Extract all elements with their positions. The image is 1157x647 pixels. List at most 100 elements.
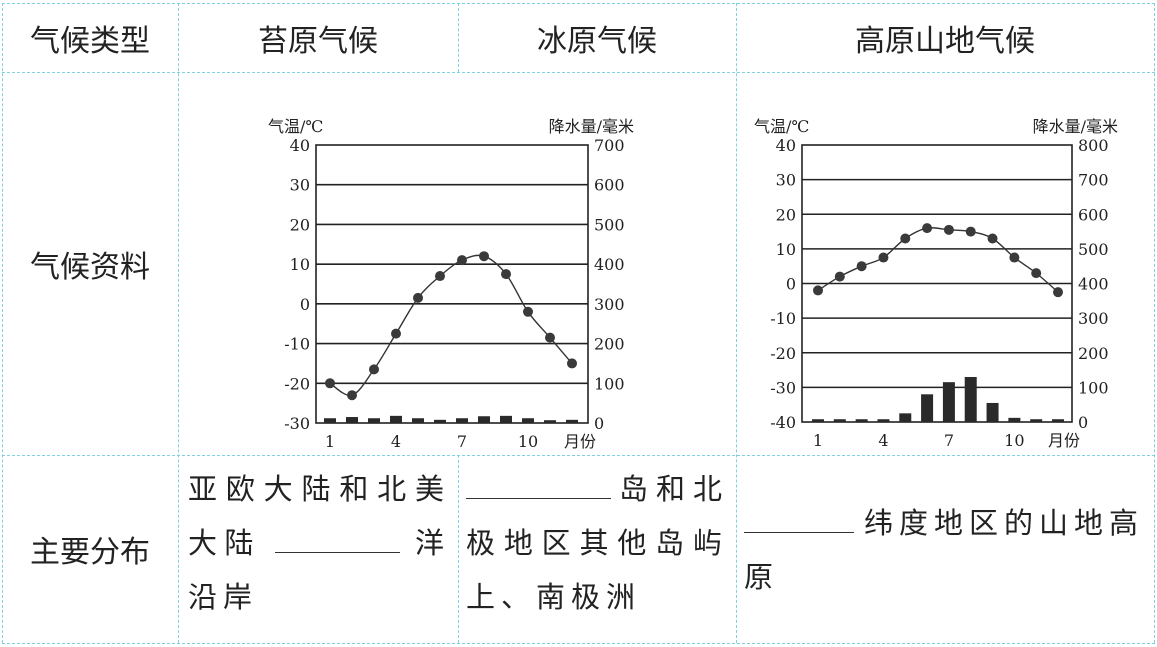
right-tick-label: 400 [1078, 275, 1109, 294]
precipitation-bar [877, 419, 890, 422]
precipitation-bar [1052, 419, 1064, 422]
header-highland: 高原山地气候 [855, 23, 1035, 59]
temperature-point [435, 271, 445, 282]
left-tick-label: -20 [770, 344, 796, 363]
precipitation-bar [434, 419, 446, 423]
x-tick-label: 10 [1004, 431, 1024, 450]
table-border [1154, 3, 1155, 643]
temperature-point [457, 255, 467, 266]
temperature-point [987, 233, 998, 244]
temperature-point [943, 224, 954, 235]
temperature-point [347, 390, 357, 401]
distribution-tundra: 亚欧大陆和北美大陆 洋沿岸 [188, 462, 450, 624]
left-tick-label: 20 [290, 215, 310, 234]
precipitation-bar [812, 419, 824, 422]
precipitation-bar [921, 394, 934, 422]
right-tick-label: 200 [594, 335, 625, 354]
table-divider [458, 3, 459, 72]
table-divider [736, 3, 737, 643]
right-tick-label: 600 [1078, 205, 1109, 224]
precipitation-bar [899, 413, 912, 422]
temperature-point [369, 364, 379, 375]
temperature-point [567, 358, 577, 369]
precipitation-bar [390, 415, 402, 423]
header-climate-type: 气候类型 [30, 23, 150, 59]
left-axis-label: 气温/℃ [268, 117, 323, 136]
right-tick-label: 100 [594, 374, 625, 393]
table-border [2, 643, 1155, 644]
precipitation-bar [324, 418, 336, 423]
left-tick-label: 10 [290, 255, 310, 274]
x-axis-label: 月份 [564, 432, 596, 451]
precipitation-bar [478, 416, 490, 423]
right-tick-label: 500 [594, 215, 625, 234]
left-tick-label: 0 [300, 295, 310, 314]
right-tick-label: 400 [594, 255, 625, 274]
right-tick-label: 300 [594, 295, 625, 314]
answer-blank[interactable] [274, 522, 400, 553]
left-tick-label: 10 [776, 240, 796, 259]
left-axis-label: 气温/℃ [754, 117, 809, 136]
answer-blank[interactable] [466, 468, 611, 499]
left-tick-label: 40 [290, 136, 310, 155]
right-axis-label: 降水量/毫米 [1033, 117, 1118, 136]
temperature-point [1009, 252, 1020, 263]
right-tick-label: 200 [1078, 344, 1109, 363]
right-tick-label: 800 [1078, 136, 1109, 155]
temperature-point [900, 233, 911, 244]
precipitation-bar [986, 402, 999, 422]
left-tick-label: -10 [770, 309, 796, 328]
precipitation-bar [346, 417, 358, 423]
row-label-climate-data: 气候资料 [30, 249, 150, 285]
left-tick-label: 30 [776, 171, 796, 190]
temperature-point [501, 269, 511, 280]
x-tick-label: 4 [878, 431, 888, 450]
precipitation-bar [942, 382, 955, 422]
left-tick-label: 30 [290, 176, 310, 195]
precipitation-bar [412, 418, 424, 423]
distribution-highland: 纬度地区的山地高原 [744, 496, 1144, 604]
right-tick-label: 700 [1078, 171, 1109, 190]
right-tick-label: 500 [1078, 240, 1109, 259]
right-axis-label: 降水量/毫米 [549, 117, 634, 136]
temperature-point [391, 328, 401, 339]
temperature-point [523, 306, 533, 317]
temperature-point [325, 378, 335, 389]
table-divider [178, 3, 179, 643]
temperature-point [545, 332, 555, 343]
distribution-text: 亚欧大陆和北美大陆 [188, 472, 450, 560]
plot-frame [801, 144, 1073, 423]
temperature-line [329, 254, 573, 397]
precipitation-bar [855, 419, 868, 422]
x-tick-label: 10 [518, 432, 538, 451]
x-tick-label: 1 [325, 432, 335, 451]
temperature-line [817, 226, 1059, 293]
precipitation-bar [522, 418, 534, 423]
left-tick-label: -40 [770, 413, 796, 432]
table-divider [2, 72, 1155, 73]
temperature-point [965, 226, 976, 237]
table-border [2, 3, 1155, 4]
answer-blank[interactable] [744, 502, 854, 533]
right-tick-label: 0 [1078, 413, 1088, 432]
left-tick-label: 20 [776, 205, 796, 224]
table-border [2, 3, 3, 643]
distribution-text: 岛和北极地区其他岛屿上、南极洲 [466, 472, 728, 614]
precipitation-bar [544, 420, 556, 423]
left-tick-label: -20 [284, 374, 310, 393]
precipitation-bar [500, 415, 512, 423]
left-tick-label: -30 [284, 414, 310, 433]
left-tick-label: 0 [786, 275, 796, 294]
x-tick-label: 7 [457, 432, 467, 451]
distribution-text: 洋沿岸 [188, 526, 450, 614]
left-tick-label: -30 [770, 378, 796, 397]
distribution-text: 纬度地区的山地高原 [744, 506, 1145, 594]
precipitation-bar [566, 419, 578, 423]
right-tick-label: 300 [1078, 309, 1109, 328]
right-tick-label: 600 [594, 176, 625, 195]
precipitation-bar [964, 376, 977, 422]
temperature-point [813, 285, 823, 296]
table-divider [2, 455, 1155, 456]
